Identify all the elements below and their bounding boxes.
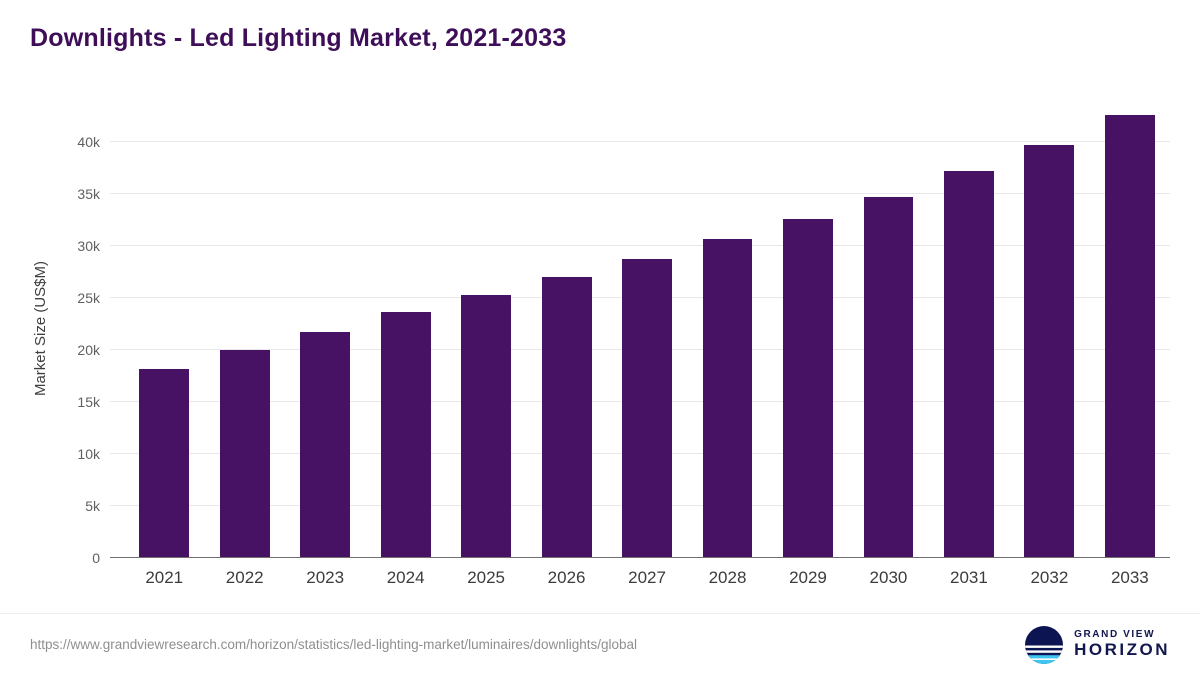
source-url: https://www.grandviewresearch.com/horizo… — [30, 637, 638, 652]
y-tick-label: 20k — [77, 341, 100, 358]
plot-area — [110, 100, 1170, 558]
bar-chart: Market Size (US$M) 0 5k 10k 15k 20k 25k 30k 35k… — [24, 100, 1170, 598]
bar-2031[interactable] — [943, 170, 994, 558]
bars-container — [124, 100, 1170, 558]
bar-slot — [446, 100, 526, 558]
y-tick-label: 25k — [77, 289, 100, 306]
bar-slot — [1090, 100, 1170, 558]
brand-name-bottom: HORIZON — [1074, 640, 1170, 660]
x-tick-label: 2022 — [225, 568, 264, 587]
bar-2032[interactable] — [1024, 144, 1075, 558]
bar-slot — [365, 100, 445, 558]
x-tick-label: 2029 — [789, 568, 827, 587]
x-tick-label: 2026 — [547, 568, 586, 587]
x-axis-line — [110, 557, 1170, 558]
gridline — [110, 244, 1170, 246]
bar-slot — [526, 100, 606, 558]
gridline — [110, 192, 1170, 194]
x-tick-label: 2033 — [1110, 568, 1149, 587]
bar-2030[interactable] — [863, 197, 914, 558]
footer: https://www.grandviewresearch.com/horizo… — [0, 613, 1200, 675]
bar-slot — [929, 100, 1009, 558]
bar-slot — [687, 100, 767, 558]
chart-title: Downlights - Led Lighting Market, 2021-2… — [30, 24, 567, 52]
bar-slot — [607, 100, 687, 558]
x-tick-label: 2023 — [306, 568, 345, 587]
bar-2024[interactable] — [380, 311, 431, 558]
bar-2025[interactable] — [461, 294, 512, 558]
bar-slot — [124, 100, 204, 558]
brand-logo: GRAND VIEW HORIZON — [1024, 625, 1170, 665]
x-tick-label: 2027 — [628, 568, 666, 587]
x-tick-label: 2031 — [950, 568, 988, 587]
y-tick-label: 40k — [77, 133, 100, 150]
bar-slot — [768, 100, 848, 558]
bar-slot — [1009, 100, 1089, 558]
bar-slot — [848, 100, 928, 558]
y-axis-ticks: 0 5k 10k 15k 20k 25k 30k 35k 40k — [56, 100, 110, 566]
bar-2022[interactable] — [219, 349, 270, 558]
bar-2027[interactable] — [622, 259, 672, 558]
y-tick-label: 0 — [92, 550, 100, 566]
x-tick-label: 2028 — [708, 568, 747, 587]
bar-2033[interactable] — [1104, 114, 1155, 558]
plot-column: 2021 2022 2023 2024 2025 2026 2027 2028 2029 2030… — [110, 100, 1170, 598]
y-axis-label: Market Size (US$M) — [31, 261, 49, 397]
x-tick-label: 2030 — [869, 568, 908, 587]
bar-slot — [285, 100, 365, 558]
bar-2023[interactable] — [300, 331, 351, 558]
bar-2029[interactable] — [783, 219, 833, 558]
x-tick-label: 2024 — [386, 568, 425, 587]
brand-name-top: GRAND VIEW — [1074, 628, 1156, 640]
bar-2021[interactable] — [139, 368, 190, 558]
y-tick-label: 10k — [77, 445, 100, 462]
horizon-logo-icon — [1025, 625, 1064, 664]
y-tick-label: 35k — [77, 185, 100, 202]
bar-2028[interactable] — [702, 239, 753, 558]
gridline — [110, 140, 1170, 142]
x-tick-label: 2021 — [145, 568, 184, 587]
bar-slot — [204, 100, 284, 558]
x-tick-label: 2025 — [467, 568, 506, 587]
brand-text: GRAND VIEW HORIZON — [1074, 629, 1170, 660]
y-tick-label: 5k — [85, 497, 100, 514]
y-tick-label: 15k — [77, 393, 100, 410]
y-axis-title-column: Market Size (US$M) — [24, 100, 56, 558]
x-axis-ticks: 2021 2022 2023 2024 2025 2026 2027 2028 2029 2030… — [110, 558, 1170, 598]
bar-2026[interactable] — [541, 276, 592, 558]
y-tick-label: 30k — [77, 237, 100, 254]
x-tick-label: 2032 — [1030, 568, 1069, 587]
